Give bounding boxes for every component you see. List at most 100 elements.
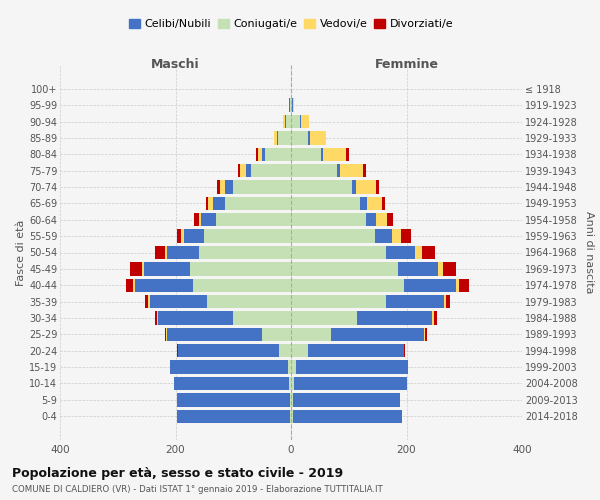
Bar (181, 230, 184, 243)
Bar (358, 312, 433, 324)
Bar (352, 180, 356, 194)
Bar (291, 312, 358, 324)
Bar (167, 328, 262, 341)
Bar (246, 164, 251, 177)
Bar (262, 148, 265, 161)
Bar (265, 148, 291, 161)
Bar (446, 295, 451, 308)
Bar (176, 230, 181, 243)
Y-axis label: Anni di nascita: Anni di nascita (584, 211, 594, 294)
Bar (240, 164, 246, 177)
Bar (291, 410, 293, 423)
Bar (155, 246, 165, 259)
Bar (224, 180, 233, 194)
Bar (459, 278, 469, 292)
Bar (233, 312, 291, 324)
Text: COMUNE DI CALDIERO (VR) - Dati ISTAT 1° gennaio 2019 - Elaborazione TUTTITALIA.I: COMUNE DI CALDIERO (VR) - Dati ISTAT 1° … (12, 485, 383, 494)
Bar (376, 180, 379, 194)
Bar (262, 328, 291, 341)
Bar (208, 196, 213, 210)
Bar (202, 213, 216, 226)
Bar (238, 164, 240, 177)
Bar (398, 262, 438, 276)
Text: Maschi: Maschi (151, 58, 200, 70)
Bar (289, 377, 291, 390)
Bar (155, 312, 157, 324)
Bar (194, 213, 199, 226)
Bar (293, 98, 294, 112)
Bar (321, 148, 323, 161)
Bar (291, 148, 321, 161)
Bar (127, 278, 133, 292)
Bar (199, 246, 291, 259)
Bar (433, 312, 434, 324)
Bar (286, 115, 291, 128)
Bar (144, 262, 190, 276)
Bar (422, 246, 435, 259)
Bar (199, 213, 202, 226)
Bar (363, 164, 366, 177)
Bar (165, 246, 167, 259)
Bar (216, 213, 291, 226)
Bar (213, 196, 224, 210)
Bar (130, 262, 142, 276)
Bar (291, 115, 299, 128)
Bar (340, 164, 363, 177)
Bar (157, 312, 158, 324)
Bar (291, 131, 308, 144)
Bar (299, 115, 301, 128)
Bar (346, 148, 349, 161)
Bar (308, 131, 310, 144)
Bar (293, 393, 400, 406)
Bar (217, 180, 220, 194)
Bar (387, 213, 392, 226)
Bar (291, 196, 360, 210)
Bar (290, 393, 291, 406)
Bar (177, 393, 290, 406)
Bar (290, 410, 291, 423)
Bar (166, 328, 167, 341)
Bar (149, 295, 207, 308)
Bar (291, 213, 366, 226)
Bar (386, 295, 444, 308)
Bar (434, 312, 437, 324)
Bar (184, 230, 205, 243)
Bar (291, 360, 296, 374)
Bar (142, 262, 144, 276)
Bar (415, 246, 422, 259)
Bar (174, 377, 289, 390)
Legend: Celibi/Nubili, Coniugati/e, Vedovi/e, Divorziati/e: Celibi/Nubili, Coniugati/e, Vedovi/e, Di… (124, 14, 458, 34)
Bar (401, 230, 411, 243)
Bar (291, 295, 386, 308)
Bar (438, 262, 443, 276)
Bar (207, 295, 291, 308)
Bar (356, 180, 376, 194)
Text: Femmine: Femmine (374, 58, 439, 70)
Bar (167, 246, 199, 259)
Bar (291, 344, 308, 358)
Bar (205, 230, 291, 243)
Bar (278, 131, 291, 144)
Bar (190, 262, 291, 276)
Bar (308, 344, 404, 358)
Bar (256, 148, 257, 161)
Bar (164, 328, 166, 341)
Bar (285, 115, 286, 128)
Bar (145, 295, 148, 308)
Bar (293, 410, 403, 423)
Bar (376, 213, 387, 226)
Bar (283, 115, 285, 128)
Bar (257, 148, 262, 161)
Bar (148, 295, 149, 308)
Bar (224, 196, 291, 210)
Bar (360, 196, 367, 210)
Bar (290, 98, 291, 112)
Bar (277, 131, 278, 144)
Bar (291, 262, 398, 276)
Bar (291, 393, 293, 406)
Bar (288, 360, 291, 374)
Bar (296, 360, 408, 374)
Bar (170, 360, 288, 374)
Bar (291, 98, 292, 112)
Bar (291, 328, 331, 341)
